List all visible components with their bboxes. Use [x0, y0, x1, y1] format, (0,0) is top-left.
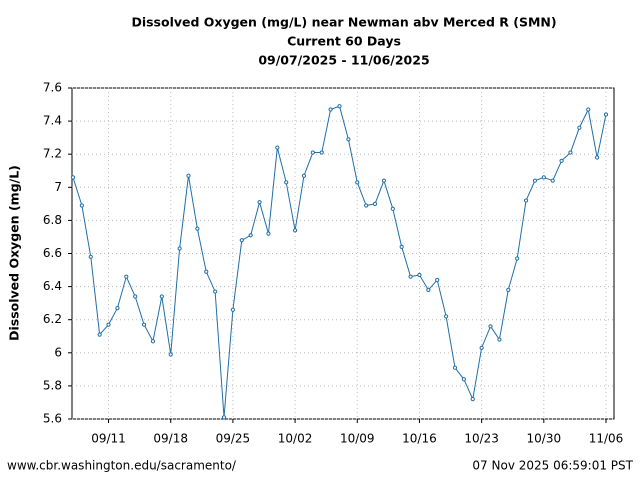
y-tick-label: 6.4	[43, 279, 62, 293]
data-point	[88, 254, 93, 259]
y-tick-label: 6.6	[43, 246, 62, 260]
data-point	[168, 352, 173, 357]
data-point	[301, 173, 307, 178]
y-tick-label: 7.6	[43, 81, 62, 95]
data-point	[408, 274, 413, 279]
data-point	[426, 287, 431, 293]
data-point	[337, 104, 342, 109]
data-point	[239, 238, 244, 243]
data-point	[150, 339, 156, 344]
data-point	[488, 324, 493, 329]
data-point	[435, 277, 440, 283]
data-point	[257, 200, 262, 205]
y-tick-label: 7.4	[43, 114, 62, 128]
data-line	[72, 105, 607, 418]
y-tick-label: 6	[54, 345, 62, 359]
data-point	[568, 150, 573, 155]
data-point	[586, 107, 591, 112]
data-point	[115, 306, 120, 311]
data-point	[444, 314, 449, 319]
x-tick-label: 10/02	[278, 432, 313, 446]
data-point	[248, 233, 253, 238]
data-point	[390, 206, 395, 211]
data-point	[577, 125, 582, 130]
y-tick-label: 6.2	[43, 312, 62, 326]
y-tick-label: 5.6	[43, 412, 62, 426]
data-point	[292, 228, 298, 233]
data-point	[461, 377, 466, 382]
data-point	[221, 415, 227, 420]
chart-subtitle: Current 60 Days	[287, 34, 401, 49]
data-point	[506, 287, 511, 293]
data-point	[399, 244, 404, 249]
timestamp: 07 Nov 2025 06:59:01 PST	[472, 459, 633, 473]
x-tick-label: 10/30	[527, 432, 562, 446]
data-point	[275, 145, 280, 150]
data-point	[541, 175, 546, 180]
y-tick-label: 6.8	[43, 213, 62, 227]
data-point	[470, 397, 475, 402]
source: www.cbr.washington.edu/sacramento/	[7, 459, 237, 473]
data-point	[159, 294, 164, 299]
data-point	[452, 365, 458, 370]
data-point	[284, 180, 289, 185]
data-point	[346, 137, 351, 142]
y-tick-label: 7.2	[43, 147, 62, 161]
data-point	[319, 150, 324, 155]
x-tick-label: 10/23	[464, 432, 499, 446]
chart-title: Dissolved Oxygen (mg/L) near Newman abv …	[131, 15, 556, 30]
data-point	[603, 112, 609, 117]
y-tick-label: 5.8	[43, 378, 62, 392]
x-tick-label: 11/06	[589, 432, 624, 446]
data-point	[559, 158, 564, 163]
data-point	[213, 289, 218, 294]
data-point	[381, 178, 387, 183]
y-tick-label: 7	[54, 180, 62, 194]
data-point	[266, 231, 271, 236]
data-point	[364, 203, 369, 208]
x-tick-label: 09/18	[153, 432, 188, 446]
data-point	[479, 345, 484, 350]
data-point	[372, 201, 378, 206]
data-point	[124, 274, 129, 279]
data-point	[515, 256, 520, 261]
data-point	[595, 155, 600, 160]
data-point	[204, 269, 209, 274]
data-point	[106, 322, 111, 327]
data-point	[133, 294, 138, 299]
data-point	[70, 175, 76, 180]
data-point	[310, 150, 315, 155]
y-axis-label: Dissolved Oxygen (mg/L)	[7, 165, 22, 341]
x-tick-label: 10/16	[402, 432, 437, 446]
data-point	[550, 178, 555, 183]
data-point	[532, 178, 538, 183]
data-point	[497, 337, 502, 342]
data-point	[230, 307, 235, 312]
data-point	[417, 272, 422, 278]
data-point	[523, 198, 529, 203]
data-point	[141, 322, 147, 327]
data-point	[328, 107, 333, 112]
data-point	[355, 180, 360, 185]
x-tick-label: 09/11	[91, 432, 126, 446]
x-tick-label: 10/09	[340, 432, 375, 446]
date-range: 09/07/2025 - 11/06/2025	[258, 53, 429, 68]
data-point	[97, 332, 102, 337]
data-point	[177, 246, 182, 251]
x-tick-label: 09/25	[216, 432, 251, 446]
data-point	[79, 203, 84, 208]
data-point	[186, 173, 191, 178]
data-point	[195, 226, 200, 231]
